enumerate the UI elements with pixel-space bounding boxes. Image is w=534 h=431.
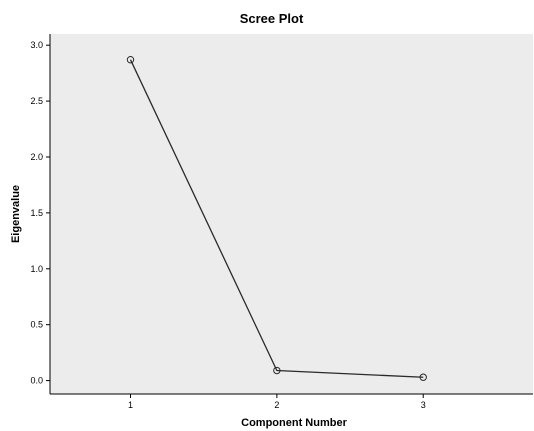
y-tick-label: 2.0 bbox=[30, 152, 43, 162]
eigenvalue-series bbox=[126, 56, 427, 381]
y-tick-label: 3.0 bbox=[30, 40, 43, 50]
x-tick-label: 3 bbox=[421, 400, 426, 410]
data-point-marker bbox=[419, 373, 427, 381]
y-tick-label: 0.5 bbox=[30, 320, 43, 330]
x-tick-label: 1 bbox=[128, 400, 133, 410]
series-line bbox=[129, 59, 424, 378]
data-point-marker bbox=[126, 56, 135, 64]
y-axis-label: Eigenvalue bbox=[10, 185, 22, 243]
data-point-marker bbox=[273, 366, 281, 375]
plot-area-background bbox=[50, 34, 533, 394]
x-tick-label: 2 bbox=[274, 400, 279, 410]
x-axis-ticks: 1 2 3 bbox=[128, 394, 426, 410]
y-tick-label: 1.0 bbox=[30, 264, 43, 274]
y-axis-ticks: 0.0 0.5 1.0 1.5 2.0 2.5 3.0 bbox=[30, 40, 50, 386]
y-tick-label: 0.0 bbox=[30, 376, 43, 386]
x-axis-label: Component Number bbox=[241, 417, 347, 429]
y-tick-label: 1.5 bbox=[30, 208, 43, 218]
y-tick-label: 2.5 bbox=[30, 96, 43, 106]
chart-title: Scree Plot bbox=[240, 11, 304, 26]
